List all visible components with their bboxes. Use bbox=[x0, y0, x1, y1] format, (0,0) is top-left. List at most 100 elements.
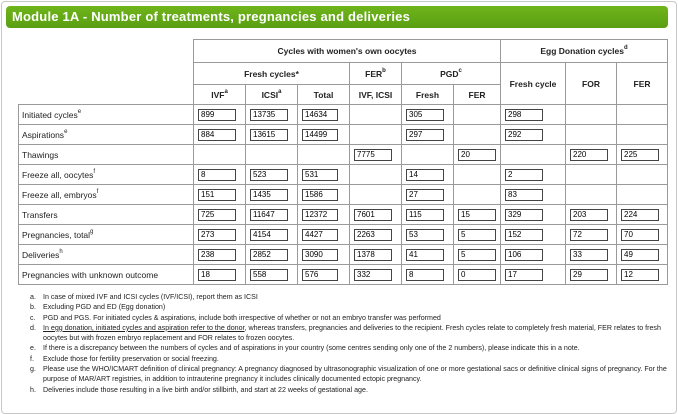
cell-fer-ivf-icsi bbox=[349, 224, 402, 245]
pgd-fresh-input[interactable] bbox=[406, 108, 444, 121]
ed-fer-input[interactable] bbox=[621, 268, 659, 281]
table-row: Pregnancies with unknown outcome bbox=[18, 264, 668, 285]
ed-for-input[interactable] bbox=[570, 148, 608, 161]
module-title: Module 1A - Number of treatments, pregna… bbox=[6, 6, 668, 28]
cell-ed-fresh-cycle bbox=[500, 104, 566, 125]
ed-for-input[interactable] bbox=[570, 228, 608, 241]
cell-ed-for bbox=[565, 144, 617, 165]
ivf-input[interactable] bbox=[198, 228, 236, 241]
ed-fresh-cycle-input[interactable] bbox=[505, 228, 543, 241]
ed-fer-input[interactable] bbox=[621, 148, 659, 161]
footnote-d: d. In egg donation, initiated cycles and … bbox=[30, 323, 661, 343]
cell-ed-fer bbox=[616, 104, 668, 125]
cell-ed-fresh-cycle bbox=[500, 264, 566, 285]
cell-pgd-fresh bbox=[401, 264, 454, 285]
fer-ivf-icsi-input[interactable] bbox=[354, 208, 392, 221]
pgd-fer-input[interactable] bbox=[458, 148, 496, 161]
pgd-fresh-input[interactable] bbox=[406, 188, 444, 201]
cell-icsi bbox=[245, 184, 298, 205]
pgd-fer-input[interactable] bbox=[458, 228, 496, 241]
cell-ed-fer bbox=[616, 264, 668, 285]
icsi-input[interactable] bbox=[250, 268, 288, 281]
icsi-input[interactable] bbox=[250, 168, 288, 181]
total-input[interactable] bbox=[302, 168, 338, 181]
icsi-input[interactable] bbox=[250, 228, 288, 241]
header-ed-fresh-cycle: Fresh cycle bbox=[500, 62, 566, 105]
cell-ed-fer bbox=[616, 224, 668, 245]
ed-fresh-cycle-input[interactable] bbox=[505, 188, 543, 201]
icsi-input[interactable] bbox=[250, 128, 288, 141]
icsi-input[interactable] bbox=[250, 248, 288, 261]
pgd-fer-input[interactable] bbox=[458, 208, 496, 221]
ivf-input[interactable] bbox=[198, 168, 236, 181]
row-label: Deliveriesh bbox=[18, 244, 194, 265]
cell-pgd-fer bbox=[453, 184, 501, 205]
ivf-input[interactable] bbox=[198, 188, 236, 201]
cell-ed-for bbox=[565, 104, 617, 125]
total-input[interactable] bbox=[302, 108, 338, 121]
cell-ed-fresh-cycle bbox=[500, 224, 566, 245]
fer-ivf-icsi-input[interactable] bbox=[354, 228, 392, 241]
cell-ed-fresh-cycle bbox=[500, 244, 566, 265]
fer-ivf-icsi-input[interactable] bbox=[354, 248, 392, 261]
cell-total bbox=[297, 264, 350, 285]
ed-fresh-cycle-input[interactable] bbox=[505, 168, 543, 181]
ed-fer-input[interactable] bbox=[621, 208, 659, 221]
table-row: Initiated cyclese bbox=[18, 104, 668, 125]
ivf-input[interactable] bbox=[198, 108, 236, 121]
ivf-input[interactable] bbox=[198, 128, 236, 141]
fer-ivf-icsi-input[interactable] bbox=[354, 268, 392, 281]
cell-pgd-fer bbox=[453, 204, 501, 225]
header-pgd-fer: FER bbox=[453, 84, 501, 105]
footnote-g: g. Please use the WHO/ICMART definition o… bbox=[30, 365, 667, 384]
cell-total bbox=[297, 164, 350, 185]
ed-fer-input[interactable] bbox=[621, 228, 659, 241]
ivf-input[interactable] bbox=[198, 268, 236, 281]
cell-ivf bbox=[193, 144, 246, 165]
total-input[interactable] bbox=[302, 128, 338, 141]
ivf-input[interactable] bbox=[198, 208, 236, 221]
cell-icsi bbox=[245, 224, 298, 245]
ivf-input[interactable] bbox=[198, 248, 236, 261]
header-ivf: IVFa bbox=[193, 84, 246, 105]
ed-fresh-cycle-input[interactable] bbox=[505, 128, 543, 141]
cell-ed-for bbox=[565, 264, 617, 285]
pgd-fresh-input[interactable] bbox=[406, 248, 444, 261]
ed-fer-input[interactable] bbox=[621, 248, 659, 261]
ed-fresh-cycle-input[interactable] bbox=[505, 108, 543, 121]
total-input[interactable] bbox=[302, 248, 338, 261]
cell-ed-fresh-cycle bbox=[500, 144, 566, 165]
total-input[interactable] bbox=[302, 188, 338, 201]
total-input[interactable] bbox=[302, 268, 338, 281]
footnote-h: h. Deliveries include those resulting in … bbox=[30, 385, 368, 394]
icsi-input[interactable] bbox=[250, 108, 288, 121]
fer-ivf-icsi-input[interactable] bbox=[354, 148, 392, 161]
icsi-input[interactable] bbox=[250, 188, 288, 201]
cell-icsi bbox=[245, 164, 298, 185]
table-row: Thawings bbox=[18, 144, 668, 165]
header-fer: FERb bbox=[349, 62, 402, 85]
pgd-fresh-input[interactable] bbox=[406, 168, 444, 181]
ed-fresh-cycle-input[interactable] bbox=[505, 248, 543, 261]
ed-for-input[interactable] bbox=[570, 248, 608, 261]
footnote-e: e. If there is a discrepancy between the … bbox=[30, 344, 580, 353]
pgd-fer-input[interactable] bbox=[458, 268, 496, 281]
icsi-input[interactable] bbox=[250, 208, 288, 221]
row-label: Pregnancies, totalg bbox=[18, 224, 194, 245]
total-input[interactable] bbox=[302, 228, 338, 241]
pgd-fer-input[interactable] bbox=[458, 248, 496, 261]
cell-ed-for bbox=[565, 184, 617, 205]
cell-pgd-fer bbox=[453, 124, 501, 145]
ed-for-input[interactable] bbox=[570, 268, 608, 281]
pgd-fresh-input[interactable] bbox=[406, 268, 444, 281]
total-input[interactable] bbox=[302, 208, 338, 221]
ed-fresh-cycle-input[interactable] bbox=[505, 268, 543, 281]
ed-fresh-cycle-input[interactable] bbox=[505, 208, 543, 221]
pgd-fresh-input[interactable] bbox=[406, 228, 444, 241]
row-label: Initiated cyclese bbox=[18, 104, 194, 125]
ed-for-input[interactable] bbox=[570, 208, 608, 221]
cell-ivf bbox=[193, 104, 246, 125]
pgd-fresh-input[interactable] bbox=[406, 128, 444, 141]
cell-pgd-fer bbox=[453, 244, 501, 265]
pgd-fresh-input[interactable] bbox=[406, 208, 444, 221]
